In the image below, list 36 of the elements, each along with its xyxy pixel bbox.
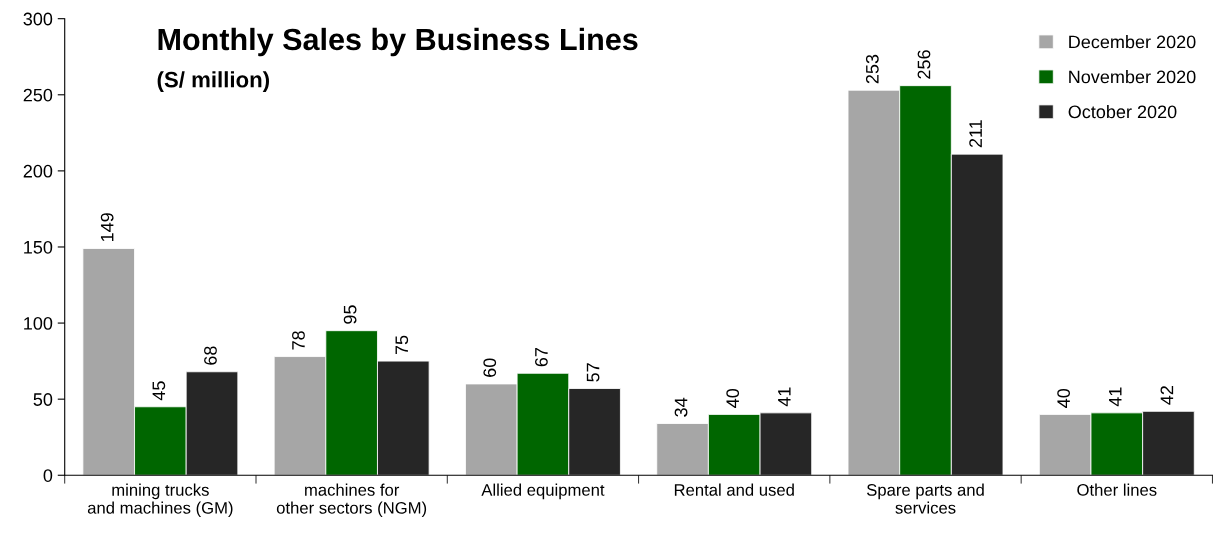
x-tick-label: machines for other sectors (NGM) [276,483,427,518]
y-tick-label: 150 [24,240,53,254]
text: (S/ million) [157,71,269,92]
data-label: 256 [917,50,931,79]
y-tick-label: 300 [23,12,53,26]
data-label: 95 [343,305,357,324]
chart-title: Monthly Sales by Business Lines [158,27,638,57]
data-label: 78 [292,331,305,350]
data-label: 41 [778,387,791,407]
y-tick-label: 250 [23,88,53,102]
y-tick-label: 100 [24,317,53,330]
data-label: 149 [100,213,114,242]
legend-label: December 2020 [1069,35,1196,49]
data-label: 41 [1109,387,1122,407]
x-tick-label: Spare parts and services [866,483,984,514]
data-label: 34 [674,397,688,417]
legend-label: November 2020 [1069,70,1196,84]
data-label: 40 [726,388,740,408]
data-label: 40 [1057,388,1071,408]
data-label: 45 [152,381,166,401]
x-tick-label: Allied equipment [481,483,605,500]
data-label: 253 [865,54,879,84]
y-tick-label: 200 [23,164,53,178]
data-label: 42 [1160,386,1174,405]
x-tick-label: Rental and used [674,483,794,496]
data-label: 57 [586,363,600,382]
y-tick-label: 0 [43,469,53,482]
data-label: 67 [535,348,548,367]
data-label: 211 [969,120,982,148]
legend-label: October 2020 [1068,105,1177,119]
data-label: 68 [204,346,217,365]
data-label: 75 [395,335,409,355]
x-tick-label: mining trucks and machines (GM) [87,483,233,518]
x-tick-label: Other lines [1077,483,1157,496]
data-label: 60 [483,358,497,377]
y-tick-label: 50 [33,393,53,406]
